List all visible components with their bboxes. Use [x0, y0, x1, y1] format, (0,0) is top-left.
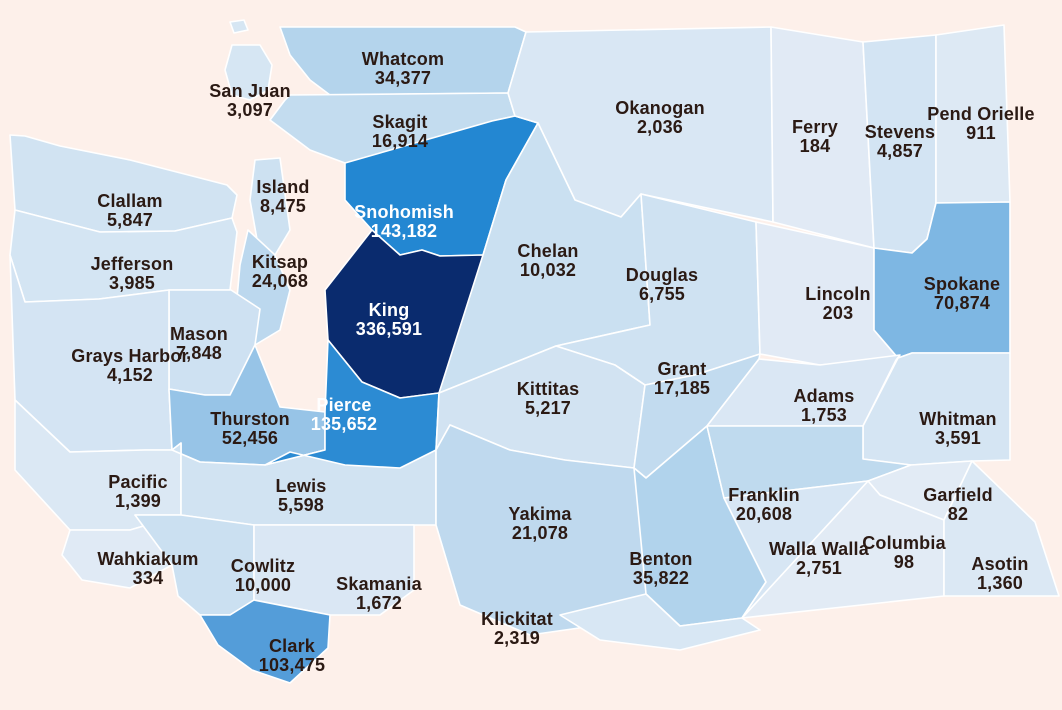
svg-text:Cowlitz: Cowlitz: [231, 556, 295, 576]
svg-text:Mason: Mason: [170, 324, 228, 344]
svg-text:Pierce: Pierce: [316, 395, 371, 415]
svg-text:Yakima: Yakima: [508, 504, 572, 524]
svg-text:143,182: 143,182: [371, 221, 437, 241]
svg-text:8,475: 8,475: [260, 196, 306, 216]
svg-text:Pacific: Pacific: [108, 472, 167, 492]
svg-text:1,360: 1,360: [977, 573, 1023, 593]
svg-text:Adams: Adams: [793, 386, 854, 406]
svg-text:Thurston: Thurston: [210, 409, 290, 429]
svg-text:184: 184: [800, 136, 831, 156]
svg-text:334: 334: [133, 568, 164, 588]
svg-text:135,652: 135,652: [311, 414, 377, 434]
svg-text:5,847: 5,847: [107, 210, 153, 230]
svg-text:10,032: 10,032: [520, 260, 576, 280]
svg-text:5,598: 5,598: [278, 495, 324, 515]
svg-text:7,848: 7,848: [176, 343, 222, 363]
svg-text:Okanogan: Okanogan: [615, 98, 705, 118]
svg-text:Columbia: Columbia: [862, 533, 946, 553]
svg-text:4,857: 4,857: [877, 141, 923, 161]
svg-text:Pend Orielle: Pend Orielle: [927, 104, 1034, 124]
svg-text:2,036: 2,036: [637, 117, 683, 137]
svg-text:San Juan: San Juan: [209, 81, 291, 101]
svg-text:34,377: 34,377: [375, 68, 431, 88]
svg-text:Douglas: Douglas: [626, 265, 698, 285]
svg-text:2,319: 2,319: [494, 628, 540, 648]
svg-text:82: 82: [948, 504, 968, 524]
svg-text:Franklin: Franklin: [728, 485, 800, 505]
svg-text:911: 911: [966, 123, 996, 143]
svg-text:Lincoln: Lincoln: [805, 284, 870, 304]
svg-text:Grant: Grant: [657, 359, 706, 379]
svg-text:4,152: 4,152: [107, 365, 153, 385]
svg-text:1,753: 1,753: [801, 405, 847, 425]
svg-text:17,185: 17,185: [654, 378, 710, 398]
svg-text:52,456: 52,456: [222, 428, 278, 448]
svg-text:1,672: 1,672: [356, 593, 402, 613]
svg-text:Walla Walla: Walla Walla: [769, 539, 870, 559]
svg-text:20,608: 20,608: [736, 504, 792, 524]
svg-text:Ferry: Ferry: [792, 117, 838, 137]
svg-text:Klickitat: Klickitat: [481, 609, 553, 629]
svg-text:King: King: [369, 300, 410, 320]
svg-text:Clallam: Clallam: [97, 191, 162, 211]
svg-text:Wahkiakum: Wahkiakum: [97, 549, 198, 569]
svg-text:Chelan: Chelan: [517, 241, 578, 261]
svg-text:3,985: 3,985: [109, 273, 155, 293]
svg-text:Whatcom: Whatcom: [362, 49, 444, 69]
svg-text:203: 203: [823, 303, 854, 323]
svg-text:1,399: 1,399: [115, 491, 161, 511]
svg-text:Island: Island: [256, 177, 309, 197]
svg-text:Skagit: Skagit: [372, 112, 427, 132]
svg-text:21,078: 21,078: [512, 523, 568, 543]
svg-text:Asotin: Asotin: [971, 554, 1028, 574]
svg-text:103,475: 103,475: [259, 655, 325, 675]
svg-text:Jefferson: Jefferson: [91, 254, 174, 274]
svg-text:6,755: 6,755: [639, 284, 685, 304]
svg-text:Grays Harbor: Grays Harbor: [71, 346, 188, 366]
svg-text:2,751: 2,751: [796, 558, 842, 578]
svg-text:70,874: 70,874: [934, 293, 990, 313]
svg-text:Skamania: Skamania: [336, 574, 422, 594]
svg-text:336,591: 336,591: [356, 319, 422, 339]
svg-text:3,591: 3,591: [935, 428, 981, 448]
svg-text:Whitman: Whitman: [919, 409, 996, 429]
svg-text:Clark: Clark: [269, 636, 316, 656]
svg-text:Spokane: Spokane: [924, 274, 1000, 294]
svg-text:Stevens: Stevens: [865, 122, 935, 142]
svg-text:Kittitas: Kittitas: [517, 379, 580, 399]
svg-text:Benton: Benton: [629, 549, 692, 569]
svg-text:16,914: 16,914: [372, 131, 428, 151]
svg-text:35,822: 35,822: [633, 568, 689, 588]
svg-text:5,217: 5,217: [525, 398, 571, 418]
svg-text:24,068: 24,068: [252, 271, 308, 291]
svg-text:Lewis: Lewis: [275, 476, 326, 496]
svg-text:Kitsap: Kitsap: [252, 252, 308, 272]
svg-text:3,097: 3,097: [227, 100, 273, 120]
svg-text:10,000: 10,000: [235, 575, 291, 595]
svg-text:Snohomish: Snohomish: [354, 202, 454, 222]
svg-text:Garfield: Garfield: [923, 485, 993, 505]
svg-text:98: 98: [894, 552, 914, 572]
